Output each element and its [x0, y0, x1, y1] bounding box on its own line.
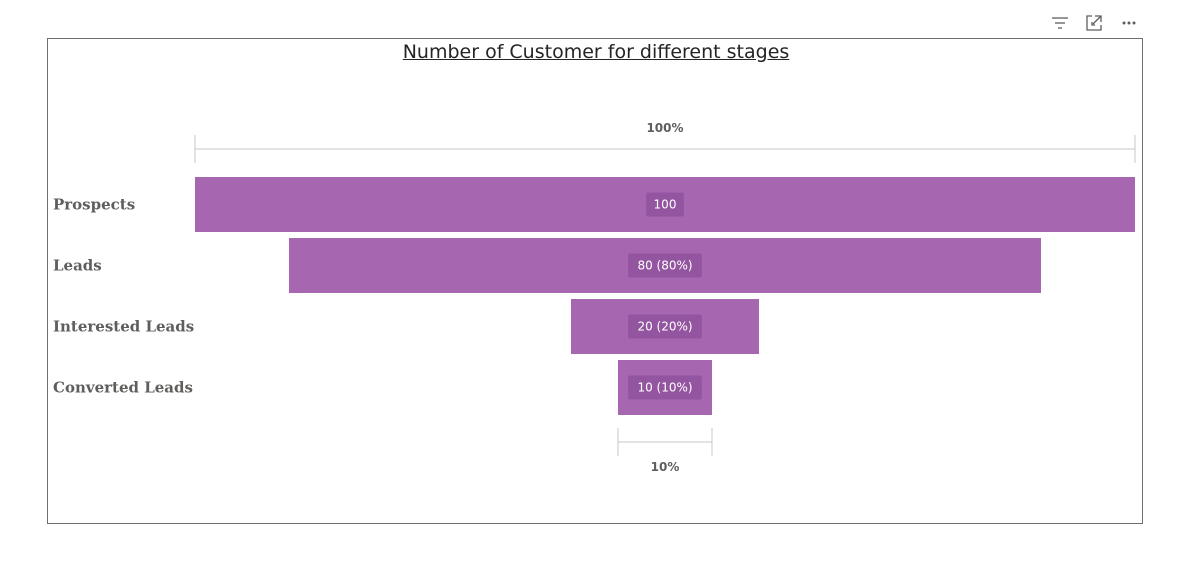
bottom-percent-label: 10%: [651, 460, 680, 474]
data-label-leads: 80 (80%): [637, 259, 692, 273]
stage-label-converted-leads: Converted Leads: [53, 379, 193, 397]
data-label-prospects: 100: [654, 198, 677, 212]
stage-label-prospects: Prospects: [53, 196, 135, 214]
funnel-chart: 100% Prospects 100 Leads 80 (80%) Interested …: [53, 121, 1136, 474]
filter-icon[interactable]: [1049, 12, 1071, 34]
data-label-background: [646, 192, 684, 217]
data-label-background: [628, 253, 702, 278]
chart-title: Number of Customer for different stages: [402, 41, 790, 63]
chart-visual: Number of Customer for different stages …: [47, 38, 1143, 524]
top-percent-label: 100%: [646, 121, 683, 135]
visual-header: [1048, 12, 1140, 34]
more-options-icon[interactable]: [1118, 12, 1140, 34]
data-label-converted-leads: 10 (10%): [637, 381, 692, 395]
stage-label-leads: Leads: [53, 257, 102, 275]
focus-mode-icon[interactable]: [1083, 12, 1105, 34]
data-label-background: [628, 375, 702, 400]
data-label-background: [628, 314, 702, 339]
stage-label-interested-leads: Interested Leads: [53, 318, 194, 336]
data-label-interested-leads: 20 (20%): [637, 320, 692, 334]
